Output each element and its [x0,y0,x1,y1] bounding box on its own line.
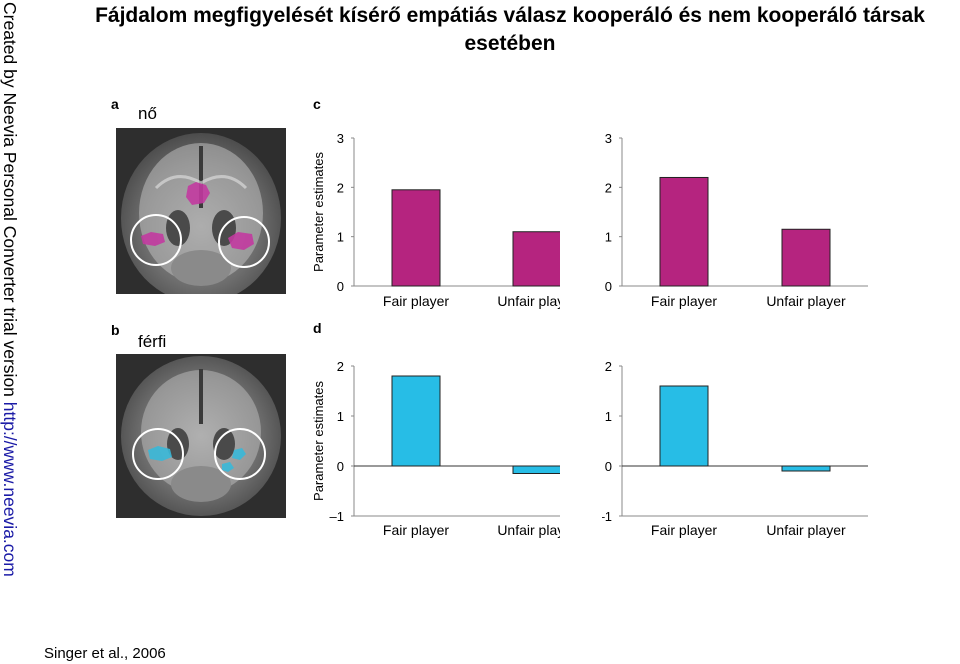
y-tick-label: 2 [337,180,344,195]
bar-unfair-player [781,228,831,287]
highlight-blob [186,182,210,205]
y-tick-label: 3 [605,131,612,146]
label-female: nő [138,104,157,123]
panel-letter-b: b [111,322,120,338]
watermark-caption: Created by Neevia Personal Converter tri… [0,2,20,402]
y-tick-label: 2 [605,359,612,374]
y-tick-label: 0 [605,279,612,294]
bar-unfair-player [512,465,560,474]
citation: Singer et al., 2006 [44,645,166,662]
y-tick-label: 1 [605,409,612,424]
y-axis-label: Parameter estimates [311,152,326,272]
y-axis-label: Parameter estimates [311,381,326,501]
bar-unfair-player [781,465,831,472]
watermark: Created by Neevia Personal Converter tri… [0,0,22,664]
y-tick-label: 0 [337,459,344,474]
y-tick-label: 0 [337,279,344,294]
y-tick-label: 2 [605,180,612,195]
x-tick-label: Unfair player [497,293,560,309]
chart-d-left: 2 1 0 –1 Parameter estimates Fair player Unfai… [311,359,560,538]
y-tick-label: –1 [602,509,612,524]
highlight-blob [148,446,172,461]
bar-fair-player [659,176,709,287]
label-male: férfi [138,332,167,351]
highlight-blob [232,448,246,460]
x-tick-label: Fair player [651,522,717,538]
y-tick-label: 1 [337,230,344,245]
brain-scan-female [116,128,286,294]
watermark-link[interactable]: http://www.neevia.com [0,401,20,577]
x-tick-label: Fair player [383,293,449,309]
x-tick-label: Unfair player [497,522,560,538]
y-tick-label: 1 [605,230,612,245]
slide-title: Fájdalom megfigyelését kísérő empátiás v… [95,4,925,55]
watermark-text: Created by Neevia Personal Converter tri… [0,2,20,577]
highlight-blob [222,462,234,472]
chart-c-right: 3 2 1 0 Fair player Unfair player [605,131,868,309]
y-tick-label: 0 [605,459,612,474]
highlight-blob [141,232,165,246]
panel-letter-a: a [111,96,119,112]
bar-unfair-player [512,231,560,287]
y-tick-label: 2 [337,359,344,374]
brain-scan-male [116,354,286,518]
bar-fair-player [391,375,441,467]
x-tick-label: Fair player [383,522,449,538]
panel-letter-d: d [313,320,322,336]
highlight-blob [228,232,254,250]
x-tick-label: Fair player [651,293,717,309]
y-tick-label: –1 [330,509,344,524]
panel-letter-c: c [313,96,321,112]
y-tick-label: 3 [337,131,344,146]
y-tick-label: 1 [337,409,344,424]
x-tick-label: Unfair player [766,522,846,538]
bar-fair-player [391,189,441,287]
chart-c-left: 3 2 1 0 Parameter estimates Fair player Unfair… [311,131,560,309]
x-tick-label: Unfair player [766,293,846,309]
bar-fair-player [659,385,709,467]
chart-d-right: 2 1 0 –1 Fair player Unfair player [602,359,868,538]
